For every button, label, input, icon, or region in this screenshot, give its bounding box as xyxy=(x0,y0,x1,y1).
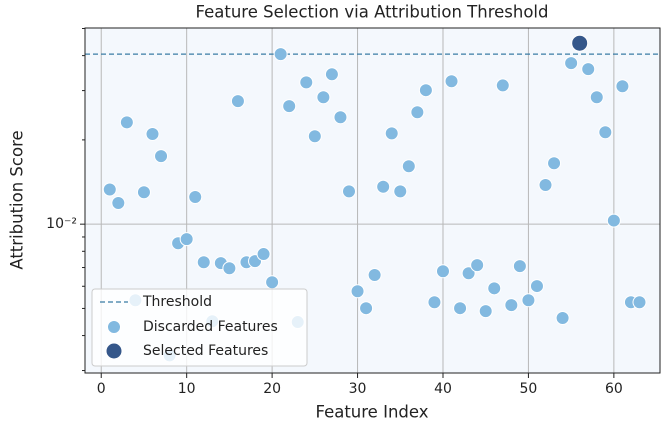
legend-label: Threshold xyxy=(142,294,212,310)
point xyxy=(273,47,288,62)
x-tick-label: 40 xyxy=(434,381,452,397)
marks xyxy=(85,34,660,363)
point xyxy=(222,261,237,276)
point xyxy=(196,255,211,270)
point xyxy=(529,279,544,294)
point xyxy=(307,129,322,144)
x-tick-label: 10 xyxy=(178,381,196,397)
point xyxy=(435,264,450,279)
point xyxy=(632,295,647,310)
point xyxy=(145,126,160,141)
point xyxy=(581,62,596,77)
legend-label: Selected Features xyxy=(143,343,268,359)
legend-swatch xyxy=(107,320,121,334)
point xyxy=(453,301,468,316)
legend: Threshold Discarded Features Selected Feat… xyxy=(91,288,308,367)
point xyxy=(598,125,613,140)
point xyxy=(376,179,391,194)
y-axis-label: Attribution Score xyxy=(8,130,27,269)
chart-title: Feature Selection via Attribution Thresh… xyxy=(196,3,549,22)
x-tick-label: 30 xyxy=(349,381,367,397)
point xyxy=(256,247,271,262)
point xyxy=(495,78,510,93)
point xyxy=(359,301,374,316)
point xyxy=(606,213,621,228)
point xyxy=(384,126,399,141)
point xyxy=(154,149,169,164)
point xyxy=(350,284,365,299)
point xyxy=(427,295,442,310)
x-tick-label: 60 xyxy=(605,381,623,397)
x-tick-label: 0 xyxy=(97,381,106,397)
point xyxy=(564,56,579,71)
legend-box xyxy=(91,288,308,367)
point xyxy=(615,79,630,94)
point xyxy=(136,185,151,200)
point xyxy=(470,258,485,273)
x-axis-label: Feature Index xyxy=(315,403,428,422)
point xyxy=(119,115,134,130)
point xyxy=(111,196,126,211)
legend-label: Discarded Features xyxy=(143,319,278,335)
point xyxy=(324,67,339,82)
point xyxy=(401,159,416,174)
point xyxy=(367,268,382,283)
axes: 0 10 20 30 40 50 60 10⁻² xyxy=(46,27,661,397)
point xyxy=(282,99,297,114)
legend-swatch xyxy=(105,342,123,360)
point xyxy=(478,304,493,319)
point xyxy=(487,281,502,296)
x-tick-label: 50 xyxy=(520,381,538,397)
point xyxy=(444,74,459,89)
point xyxy=(418,83,433,98)
point xyxy=(179,232,194,247)
point xyxy=(555,311,570,326)
point xyxy=(512,259,527,274)
point xyxy=(230,94,245,109)
point xyxy=(265,275,280,290)
grid xyxy=(85,28,660,373)
point xyxy=(547,156,562,171)
plot-frame xyxy=(84,27,661,374)
point xyxy=(461,266,476,281)
point xyxy=(299,75,314,90)
point xyxy=(538,178,553,193)
point xyxy=(188,190,203,205)
point xyxy=(393,184,408,199)
point xyxy=(102,182,117,197)
point xyxy=(333,110,348,125)
point xyxy=(504,298,519,313)
y-tick-label: 10⁻² xyxy=(46,216,77,232)
point xyxy=(342,184,357,199)
x-tick-label: 20 xyxy=(263,381,281,397)
point xyxy=(521,293,536,308)
point xyxy=(589,90,604,105)
point xyxy=(410,105,425,120)
point xyxy=(571,34,589,52)
point xyxy=(316,90,331,105)
